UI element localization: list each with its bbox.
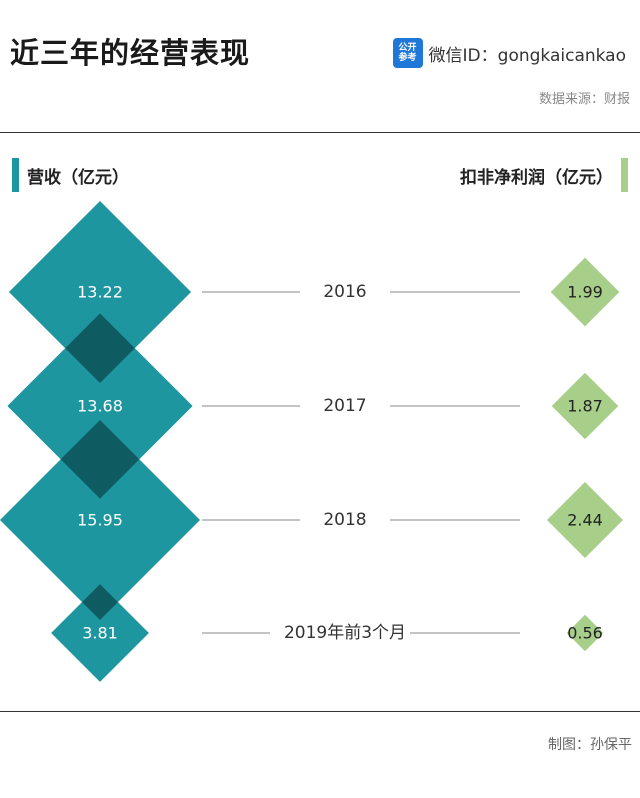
logo-text-top: 公开 [398,43,417,53]
legend-profit-swatch [621,158,628,192]
revenue-diamond [7,313,193,499]
logo-text-bottom: 参考 [398,53,417,63]
legend-profit: 扣非净利润（亿元） [460,158,628,192]
revenue-overlap [60,420,140,499]
revenue-value-label: 13.22 [77,283,123,302]
legend-revenue-label: 营收（亿元） [27,167,129,188]
revenue-overlap [65,313,135,384]
bottom-divider [0,711,640,712]
profit-value-label: 0.56 [567,624,603,643]
profit-value-label: 1.99 [567,283,603,302]
revenue-diamond [0,420,200,620]
profit-diamond [547,482,623,558]
year-label: 2019年前3个月 [284,623,406,643]
year-label: 2016 [323,282,366,302]
revenue-diamond [51,584,149,682]
chart-title: 近三年的经营表现 [10,36,251,70]
profit-diamond [566,614,604,652]
wechat-logo-icon: 公开 参考 [392,38,423,68]
profit-value-label: 2.44 [567,511,603,530]
profit-diamond [551,372,619,440]
top-divider [0,132,640,133]
chart-author: 制图：孙保平 [548,737,632,753]
year-label: 2018 [323,510,366,530]
legend-revenue: 营收（亿元） [12,158,129,192]
profit-value-label: 1.87 [567,397,603,416]
wechat-id: 微信ID：gongkaicankao [428,45,626,66]
year-label: 2017 [323,396,366,416]
revenue-value-label: 3.81 [82,624,118,643]
profit-diamond [550,257,620,327]
revenue-value-label: 15.95 [77,511,123,530]
wechat-badge: 公开 参考 微信ID：gongkaicankao [392,38,626,68]
revenue-value-label: 13.68 [77,397,123,416]
data-source: 数据来源：财报 [538,92,630,107]
legend-profit-label: 扣非净利润（亿元） [460,167,613,188]
revenue-diamond [8,200,192,384]
revenue-overlap [82,584,118,620]
legend-revenue-swatch [12,158,19,192]
